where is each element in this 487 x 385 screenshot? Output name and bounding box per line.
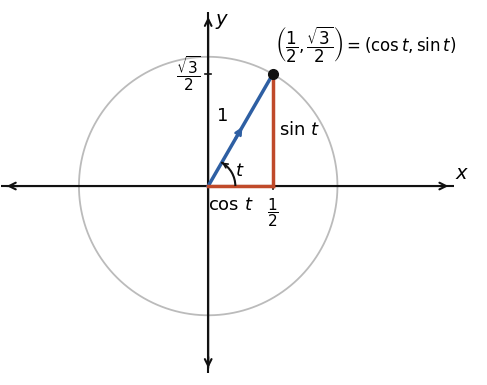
Text: $x$: $x$ xyxy=(455,164,469,183)
Text: $t$: $t$ xyxy=(235,162,244,179)
Text: $\dfrac{1}{2}$: $\dfrac{1}{2}$ xyxy=(267,196,279,229)
Text: sin $t$: sin $t$ xyxy=(279,121,320,139)
Text: $\left(\dfrac{1}{2},\dfrac{\sqrt{3}}{2}\right) = (\cos t, \sin t)$: $\left(\dfrac{1}{2},\dfrac{\sqrt{3}}{2}\… xyxy=(276,25,457,65)
Text: $\dfrac{\sqrt{3}}{2}$: $\dfrac{\sqrt{3}}{2}$ xyxy=(175,55,201,94)
Text: cos $t$: cos $t$ xyxy=(208,196,254,214)
Text: $y$: $y$ xyxy=(215,12,229,30)
Text: 1: 1 xyxy=(218,107,229,125)
